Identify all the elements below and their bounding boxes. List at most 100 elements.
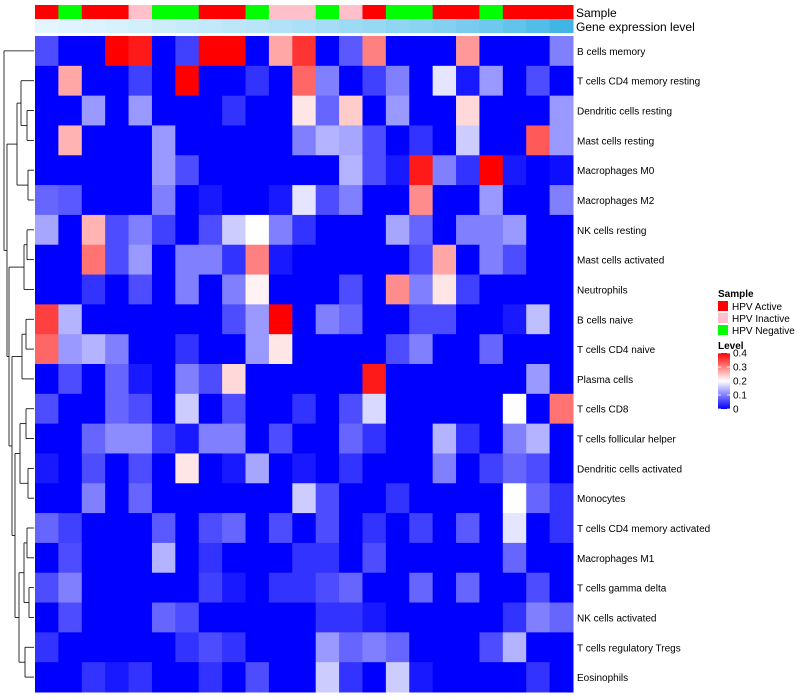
heatmap-cell <box>58 662 83 693</box>
heatmap-cell <box>456 334 480 365</box>
heatmap-cell <box>409 334 434 365</box>
heatmap-cell <box>35 542 59 574</box>
heatmap-cell <box>35 364 59 395</box>
heatmap-cell <box>268 453 293 484</box>
heatmap-cell <box>385 304 410 335</box>
sample-annotation-cell <box>549 5 574 19</box>
heatmap-cell <box>268 572 293 604</box>
sample-annotation-cell <box>198 5 223 19</box>
heatmap-cell <box>456 632 480 663</box>
heatmap-cell <box>292 36 317 67</box>
heatmap-cell <box>409 423 434 454</box>
heatmap-cell <box>526 185 551 216</box>
heatmap-cell <box>105 274 130 305</box>
heatmap-cell <box>245 155 270 186</box>
heatmap-cell <box>222 542 247 574</box>
heatmap-cell <box>105 185 130 216</box>
expression-annotation-cell <box>502 19 527 33</box>
row-label: B cells naive <box>577 315 634 326</box>
heatmap-cell <box>58 155 83 186</box>
heatmap-cell <box>292 185 317 216</box>
heatmap-cell <box>526 662 551 693</box>
heatmap-cell <box>151 125 176 156</box>
heatmap-cell <box>222 423 247 454</box>
heatmap-cell <box>549 542 574 574</box>
heatmap-cell <box>35 65 59 97</box>
heatmap-cell <box>81 155 106 186</box>
heatmap-cell <box>81 304 106 335</box>
heatmap-cell <box>549 364 574 395</box>
heatmap-cell <box>456 214 480 246</box>
heatmap-cell <box>35 662 59 693</box>
sample-annotation-cell <box>456 5 480 19</box>
heatmap-cell <box>198 662 223 693</box>
heatmap-cell <box>58 334 83 365</box>
heatmap-cell <box>385 95 410 126</box>
heatmap-cell <box>175 393 200 425</box>
heatmap-cell <box>151 393 176 425</box>
heatmap-cell <box>292 364 317 395</box>
heatmap-cell <box>245 572 270 604</box>
row-label: Eosinophils <box>577 673 628 684</box>
heatmap-cell <box>456 304 480 335</box>
heatmap-cell <box>526 36 551 67</box>
heatmap-cell <box>128 274 153 305</box>
legend-sample-title: Sample <box>718 289 754 300</box>
heatmap-cell <box>292 572 317 604</box>
heatmap-cell <box>81 185 106 216</box>
heatmap-cell <box>35 36 59 67</box>
expression-annotation-cell <box>175 19 200 33</box>
heatmap-cell <box>222 513 247 544</box>
heatmap-cell <box>339 304 363 335</box>
heatmap-cell <box>268 513 293 544</box>
heatmap-cell <box>58 423 83 454</box>
heatmap-cell <box>549 423 574 454</box>
sample-annotation-cell <box>268 5 293 19</box>
heatmap-cell <box>409 36 434 67</box>
heatmap-cell <box>35 274 59 305</box>
heatmap-cell <box>245 364 270 395</box>
heatmap-cell <box>175 334 200 365</box>
heatmap-cell <box>81 36 106 67</box>
heatmap-cell <box>339 393 363 425</box>
heatmap-cell <box>502 393 527 425</box>
heatmap-cell <box>175 542 200 574</box>
heatmap-cell <box>456 244 480 276</box>
heatmap-cell <box>35 214 59 246</box>
heatmap-cell <box>362 423 387 454</box>
heatmap-cell <box>222 95 247 126</box>
heatmap-cell <box>456 36 480 67</box>
heatmap-cell <box>245 304 270 335</box>
heatmap-cell <box>502 483 527 514</box>
row-label: Neutrophils <box>577 285 628 296</box>
heatmap-cell <box>245 125 270 156</box>
heatmap-cell <box>35 244 59 276</box>
expression-annotation-cell <box>35 19 59 33</box>
heatmap-cell <box>58 542 83 574</box>
heatmap-cell <box>268 393 293 425</box>
row-label: T cells CD4 memory resting <box>577 77 700 88</box>
heatmap-cell <box>432 632 457 663</box>
heatmap-cell <box>198 95 223 126</box>
sample-annotation-cell <box>339 5 363 19</box>
heatmap-cell <box>526 364 551 395</box>
heatmap-cell <box>222 274 247 305</box>
expression-annotation-cell <box>339 19 363 33</box>
heatmap-cell <box>292 65 317 97</box>
heatmap-cell <box>502 602 527 633</box>
heatmap-cell <box>175 602 200 633</box>
heatmap-cell <box>268 334 293 365</box>
heatmap-cell <box>175 125 200 156</box>
heatmap-cell <box>151 423 176 454</box>
heatmap-cell <box>81 662 106 693</box>
heatmap-cell <box>128 602 153 633</box>
heatmap-cell <box>385 274 410 305</box>
row-label: Plasma cells <box>577 375 633 386</box>
row-labels: B cells memory T cells CD4 memory resting… <box>577 47 710 684</box>
heatmap-cell <box>175 632 200 663</box>
heatmap-cell <box>105 214 130 246</box>
heatmap-cell <box>362 393 387 425</box>
heatmap-cell <box>339 334 363 365</box>
